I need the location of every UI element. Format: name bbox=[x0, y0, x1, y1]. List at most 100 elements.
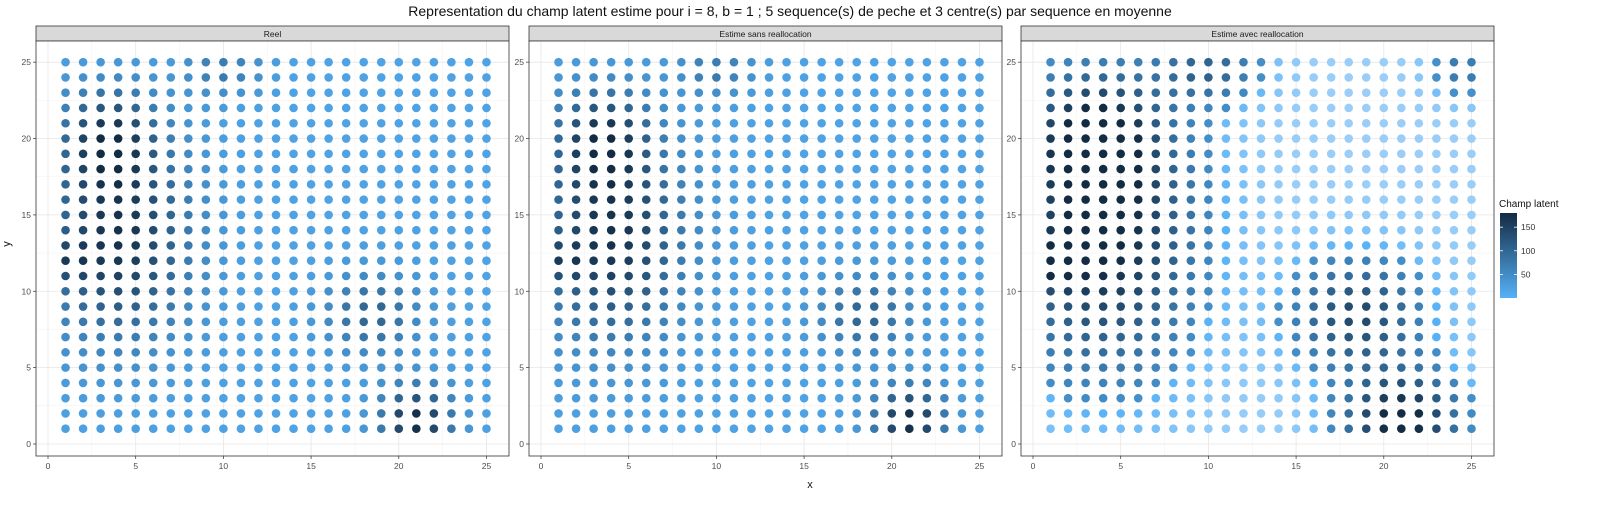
data-point bbox=[729, 393, 739, 403]
data-point bbox=[887, 363, 897, 372]
data-point bbox=[1204, 57, 1213, 67]
data-point bbox=[482, 409, 491, 418]
data-point bbox=[1063, 180, 1073, 189]
data-point bbox=[554, 409, 563, 418]
data-point bbox=[1081, 271, 1090, 281]
data-point bbox=[166, 302, 176, 311]
data-point bbox=[659, 73, 669, 82]
data-point bbox=[606, 195, 616, 204]
data-point bbox=[571, 149, 581, 159]
data-point bbox=[464, 348, 474, 357]
data-point bbox=[113, 164, 123, 174]
data-point bbox=[1467, 241, 1476, 250]
data-point bbox=[464, 88, 474, 98]
data-point bbox=[1379, 241, 1389, 250]
data-point bbox=[852, 149, 862, 159]
data-point bbox=[641, 409, 651, 418]
data-point bbox=[78, 424, 88, 434]
data-point bbox=[1221, 424, 1231, 434]
data-point bbox=[1397, 409, 1406, 418]
data-point bbox=[975, 317, 984, 327]
data-point bbox=[394, 164, 404, 174]
data-point bbox=[96, 241, 105, 250]
data-point bbox=[96, 363, 105, 372]
data-point bbox=[1063, 118, 1073, 128]
data-point bbox=[905, 348, 914, 357]
data-point bbox=[694, 317, 704, 327]
data-point bbox=[571, 256, 581, 266]
data-point bbox=[852, 134, 862, 143]
plot-background bbox=[1021, 41, 1494, 456]
data-point bbox=[376, 241, 386, 250]
data-point bbox=[447, 103, 456, 113]
data-point bbox=[113, 363, 123, 372]
data-point bbox=[148, 286, 158, 296]
data-point bbox=[940, 409, 949, 418]
data-point bbox=[1256, 317, 1266, 327]
data-point bbox=[1151, 225, 1161, 235]
data-point bbox=[412, 180, 421, 189]
data-point bbox=[747, 256, 756, 266]
data-point bbox=[376, 210, 386, 220]
data-point bbox=[1379, 317, 1389, 327]
x-tick-label: 0 bbox=[539, 461, 544, 471]
data-point bbox=[817, 118, 826, 128]
data-point bbox=[1432, 271, 1441, 281]
data-point bbox=[1081, 225, 1090, 235]
data-point bbox=[1274, 286, 1283, 296]
data-point bbox=[1046, 118, 1055, 128]
data-point bbox=[1239, 378, 1248, 388]
data-point bbox=[922, 424, 932, 434]
data-point bbox=[376, 286, 386, 296]
data-point bbox=[1326, 88, 1336, 98]
data-point bbox=[1116, 195, 1125, 204]
data-point bbox=[1291, 195, 1301, 204]
data-point bbox=[606, 302, 616, 311]
data-point bbox=[747, 149, 756, 159]
data-point bbox=[131, 225, 140, 235]
data-point bbox=[677, 164, 686, 174]
data-point bbox=[1274, 210, 1283, 220]
data-point bbox=[1467, 271, 1476, 281]
data-point bbox=[1116, 332, 1125, 342]
data-point bbox=[429, 103, 439, 113]
data-point bbox=[271, 57, 281, 67]
data-point bbox=[957, 149, 967, 159]
data-point bbox=[1081, 409, 1090, 418]
data-point bbox=[1169, 164, 1178, 174]
data-point bbox=[1256, 393, 1266, 403]
data-point bbox=[324, 241, 333, 250]
data-point bbox=[834, 302, 844, 311]
data-point bbox=[799, 424, 809, 434]
data-point bbox=[922, 118, 932, 128]
data-point bbox=[1133, 256, 1143, 266]
data-point bbox=[712, 348, 721, 357]
data-point bbox=[694, 271, 704, 281]
data-point bbox=[554, 118, 563, 128]
data-point bbox=[1361, 241, 1371, 250]
data-point bbox=[376, 409, 386, 418]
data-point bbox=[289, 271, 298, 281]
data-point bbox=[464, 409, 474, 418]
data-point bbox=[464, 225, 474, 235]
data-point bbox=[1432, 363, 1441, 372]
data-point bbox=[394, 225, 404, 235]
data-point bbox=[219, 149, 228, 159]
data-point bbox=[554, 317, 563, 327]
data-point bbox=[694, 409, 704, 418]
data-point bbox=[1361, 225, 1371, 235]
data-point bbox=[571, 241, 581, 250]
x-tick-label: 15 bbox=[1291, 461, 1301, 471]
data-point bbox=[1239, 302, 1248, 311]
data-point bbox=[482, 256, 491, 266]
data-point bbox=[78, 271, 88, 281]
data-point bbox=[940, 424, 949, 434]
data-point bbox=[887, 317, 897, 327]
data-point bbox=[464, 164, 474, 174]
data-point bbox=[1256, 302, 1266, 311]
data-point bbox=[429, 393, 439, 403]
data-point bbox=[131, 180, 140, 189]
data-point bbox=[306, 73, 316, 82]
data-point bbox=[834, 286, 844, 296]
data-point bbox=[96, 286, 105, 296]
